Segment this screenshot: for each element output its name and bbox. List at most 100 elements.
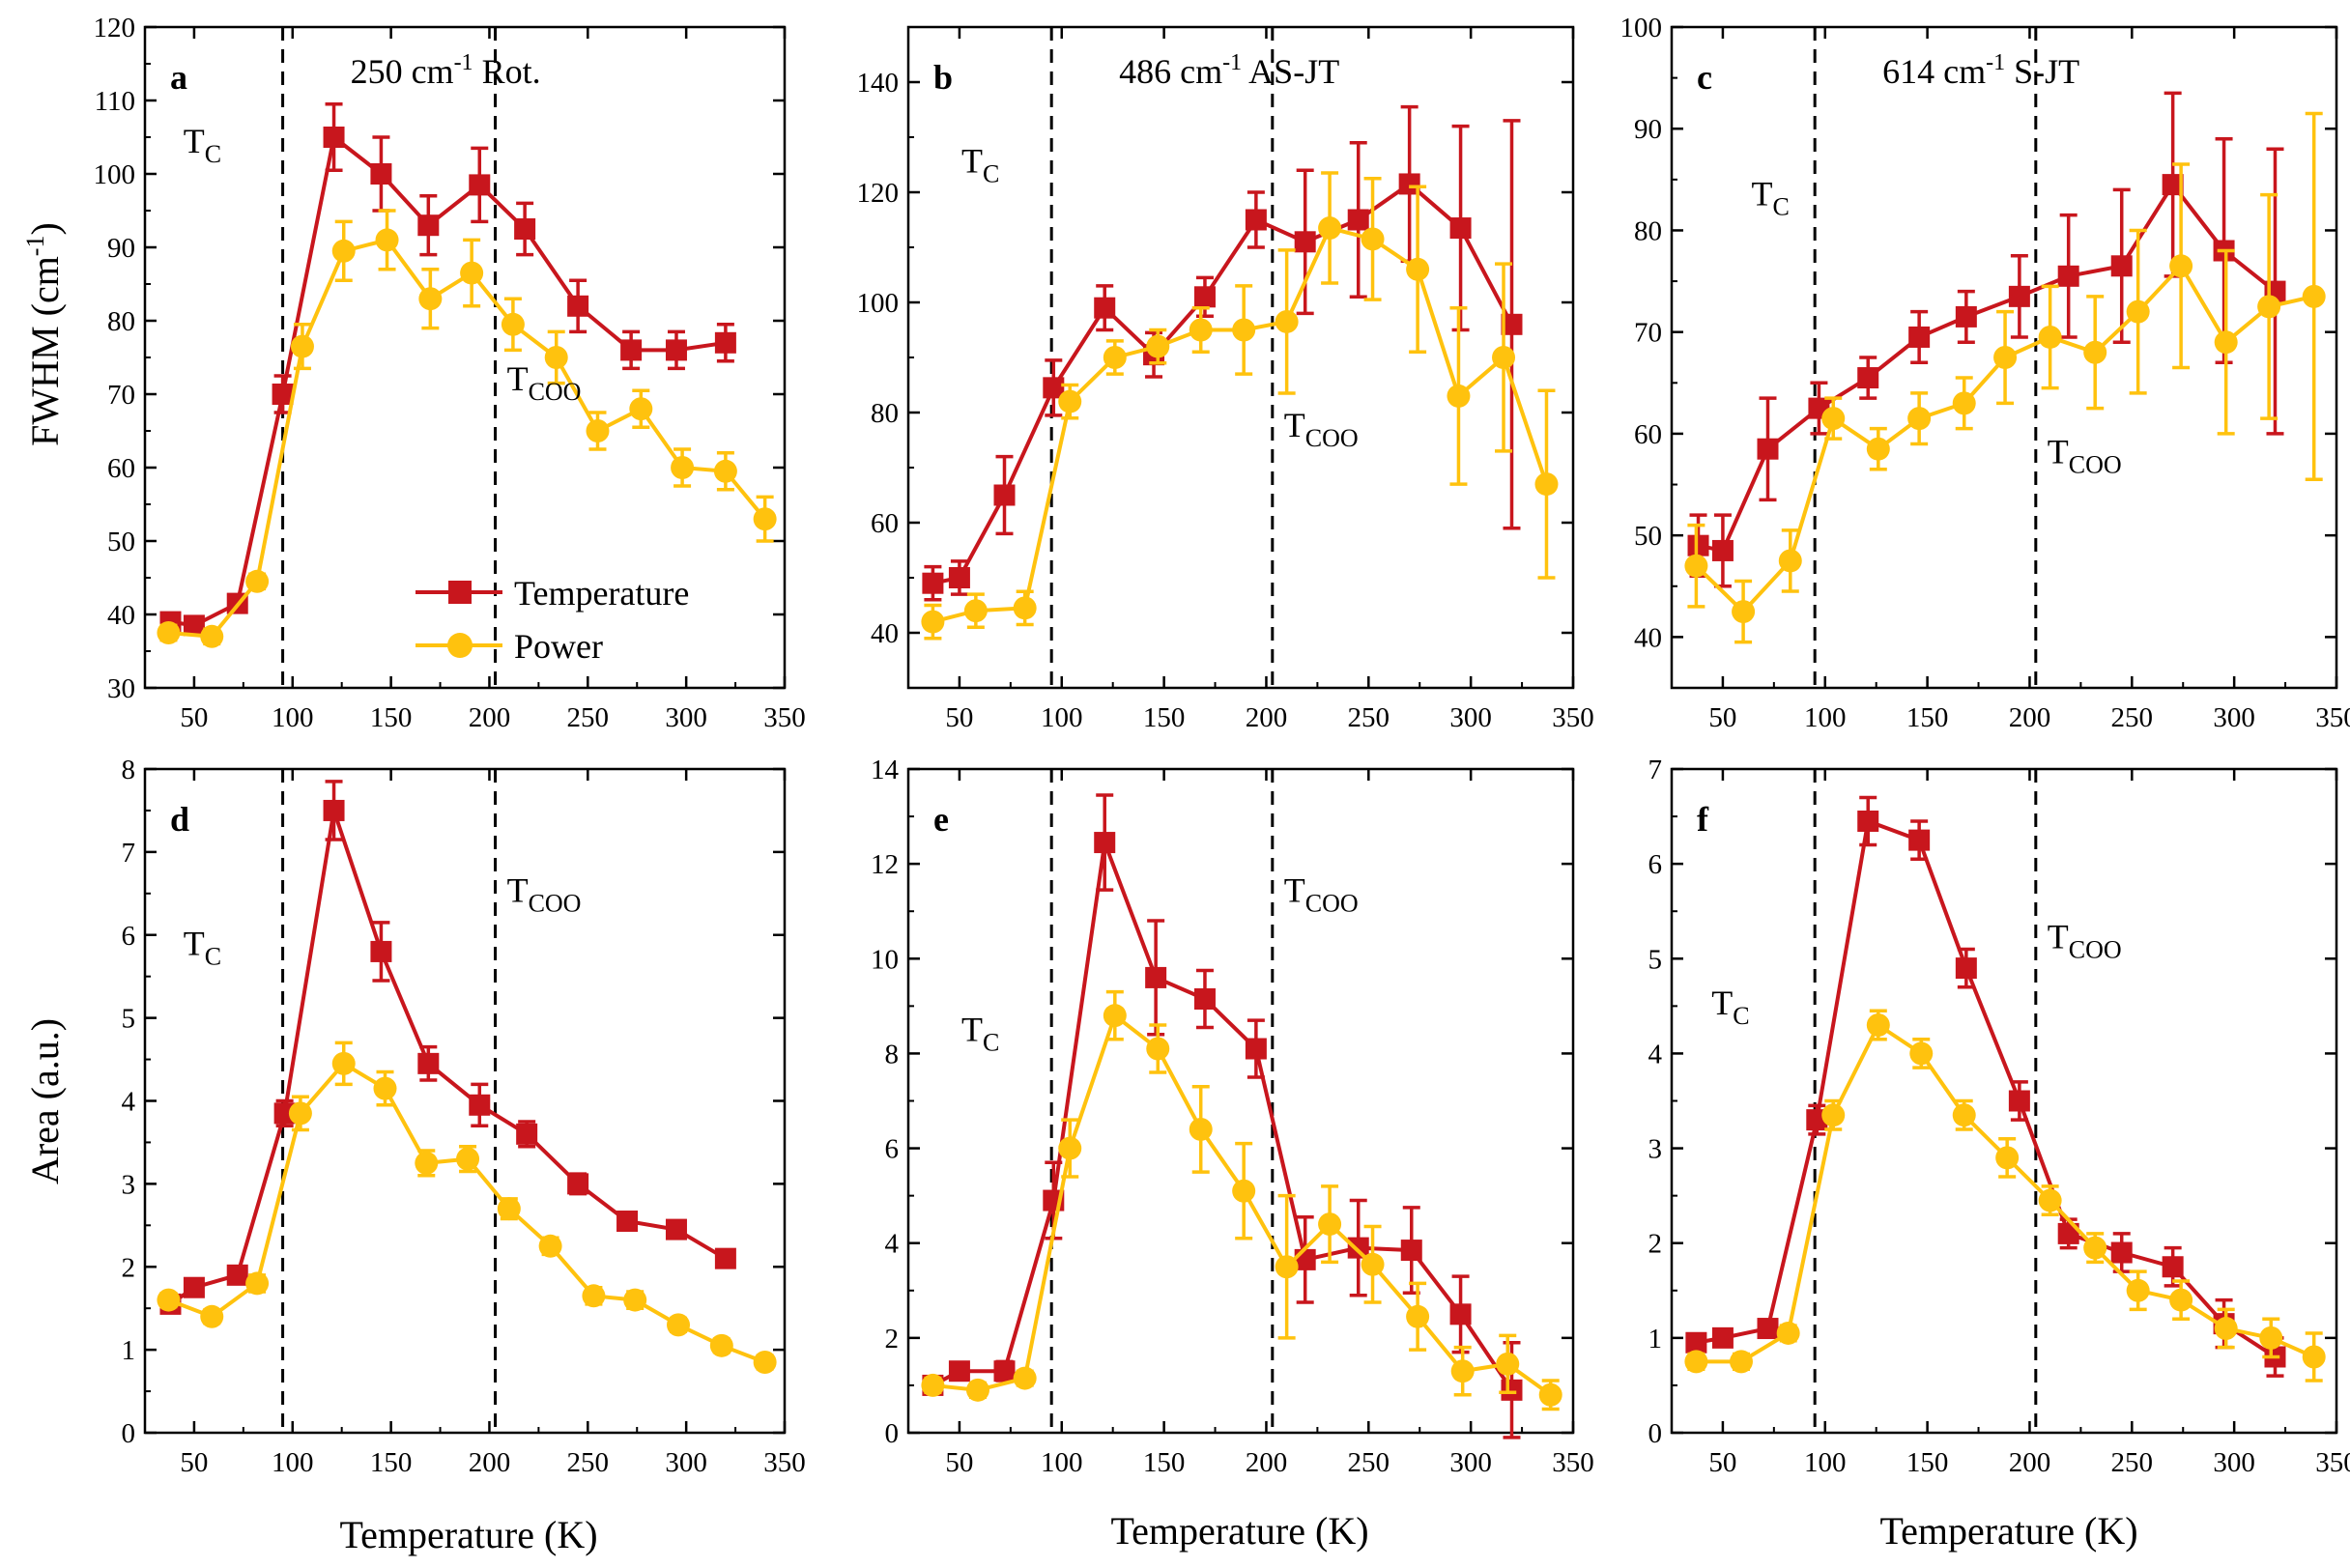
data-point-a-power-3 (290, 334, 314, 358)
data-point-f-power-2 (1776, 1321, 1800, 1345)
data-point-c-temperature-9 (2110, 255, 2133, 277)
y-tick-label-c-90: 90 (1634, 114, 1662, 145)
data-point-d-power-0 (157, 1288, 181, 1312)
data-point-e-power-0 (921, 1373, 945, 1397)
y-tick-label-f-0: 0 (1648, 1418, 1663, 1449)
x-tick-label-a-250: 250 (567, 702, 610, 733)
series-a-power (157, 209, 777, 648)
data-point-a-temperature-9 (567, 295, 589, 317)
data-point-b-power-0 (921, 610, 945, 634)
y-tick-label-e-8: 8 (885, 1039, 900, 1069)
data-point-a-temperature-3 (272, 384, 294, 405)
x-tick-label-a-50: 50 (180, 702, 208, 733)
plot-frame-c (1670, 25, 2338, 690)
data-point-b-temperature-12 (1501, 313, 1523, 335)
data-point-f-temperature-5 (1908, 829, 1931, 851)
data-point-e-power-7 (1232, 1179, 1256, 1203)
x-tick-label-e-200: 200 (1246, 1447, 1288, 1478)
data-point-a-power-14 (753, 507, 777, 531)
data-point-f-temperature-8 (2057, 1222, 2079, 1244)
data-point-b-temperature-3 (1043, 377, 1065, 399)
panel-letter-f: f (1697, 800, 1709, 839)
y-tick-label-d-1: 1 (122, 1335, 136, 1366)
y-tick-label-b-140: 140 (857, 68, 900, 99)
data-point-a-temperature-6 (417, 214, 440, 237)
data-point-b-temperature-11 (1449, 217, 1472, 240)
data-point-d-temperature-11 (665, 1218, 687, 1240)
tc-label-e: TC (961, 1011, 999, 1057)
data-point-f-power-12 (2214, 1317, 2238, 1341)
data-point-e-power-11 (1406, 1304, 1430, 1328)
panel-letter-d: d (170, 800, 189, 839)
data-point-e-temperature-5 (1145, 966, 1167, 988)
data-point-e-temperature-12 (1501, 1379, 1523, 1401)
y-tick-label-a-110: 110 (95, 86, 135, 117)
y-tick-label-a-30: 30 (107, 673, 135, 704)
series-e-power (921, 989, 1562, 1411)
y-tick-label-e-14: 14 (871, 755, 900, 785)
data-point-a-power-11 (629, 397, 653, 421)
y-tick-label-a-90: 90 (107, 233, 135, 264)
data-point-a-temperature-5 (370, 163, 392, 185)
data-point-f-temperature-1 (1711, 1326, 1734, 1349)
data-point-e-temperature-7 (1245, 1038, 1267, 1060)
data-point-d-power-14 (753, 1351, 777, 1375)
x-tick-label-e-300: 300 (1449, 1447, 1492, 1478)
data-point-f-power-10 (2126, 1278, 2150, 1302)
x-tick-label-d-300: 300 (665, 1447, 707, 1478)
x-tick-label-c-200: 200 (2009, 702, 2051, 733)
panel-d: 50 100 150 200 250 300 350 0 1 2 3 4 5 6 7 8 d TC TCOO (122, 755, 806, 1478)
data-point-d-power-1 (200, 1304, 224, 1328)
data-point-b-power-13 (1492, 346, 1516, 369)
data-point-b-power-14 (1534, 472, 1559, 497)
y-tick-label-c-60: 60 (1634, 419, 1662, 450)
series-f-power (1684, 1009, 2326, 1383)
data-point-f-power-4 (1866, 1012, 1890, 1037)
y-tick-label-a-60: 60 (107, 453, 135, 484)
panel-title-c: 614 cm-1 S-JT (1882, 50, 2079, 91)
x-tick-label-d-350: 350 (763, 1447, 806, 1478)
data-point-e-power-6 (1189, 1117, 1213, 1141)
data-point-f-power-9 (2083, 1236, 2107, 1260)
data-point-b-temperature-8 (1294, 231, 1316, 253)
data-point-b-power-10 (1361, 227, 1385, 251)
data-point-c-power-2 (1778, 549, 1802, 573)
data-point-e-power-2 (1013, 1366, 1037, 1390)
data-point-a-power-1 (200, 624, 224, 648)
series-line-e-1 (932, 1012, 1552, 1397)
y-tick-label-f-2: 2 (1648, 1229, 1663, 1260)
x-tick-label-d-200: 200 (469, 1447, 511, 1478)
data-point-b-temperature-1 (948, 567, 970, 588)
data-point-d-temperature-5 (370, 940, 392, 962)
data-point-a-power-8 (501, 312, 525, 336)
y-tick-label-e-4: 4 (885, 1229, 900, 1260)
y-tick-label-a-80: 80 (107, 306, 135, 337)
data-point-b-power-1 (963, 599, 988, 623)
x-tick-label-f-250: 250 (2111, 1447, 2154, 1478)
series-d-power (157, 1041, 777, 1375)
y-tick-label-c-80: 80 (1634, 215, 1662, 246)
y-tick-label-f-1: 1 (1648, 1324, 1663, 1354)
x-tick-label-c-100: 100 (1804, 702, 1847, 733)
x-tick-label-e-100: 100 (1041, 1447, 1083, 1478)
data-point-a-temperature-7 (469, 174, 491, 196)
data-point-c-power-11 (2169, 254, 2193, 278)
y-tick-label-d-8: 8 (122, 755, 136, 785)
data-point-b-power-4 (1103, 346, 1127, 369)
legend-marker-power (447, 633, 473, 658)
y-tick-label-b-100: 100 (857, 288, 900, 319)
x-tick-label-a-300: 300 (665, 702, 707, 733)
ylabel-top-close: ) (23, 222, 67, 235)
data-point-c-temperature-1 (1711, 539, 1734, 561)
x-tick-label-c-300: 300 (2213, 702, 2255, 733)
x-tick-label-f-150: 150 (1906, 1447, 1949, 1478)
panel-b: 50 100 150 200 250 300 350 40 60 80 100 120 140 b 486 … (857, 25, 1594, 733)
data-point-c-power-14 (2302, 284, 2326, 308)
data-point-f-temperature-10 (2162, 1256, 2184, 1278)
data-point-c-temperature-2 (1757, 438, 1779, 460)
data-point-f-temperature-9 (2110, 1241, 2133, 1264)
ylabel-top: FWHM (cm-1) (21, 222, 67, 446)
tcoo-label-e: TCOO (1284, 870, 1359, 917)
xlabel-f: Temperature (K) (1879, 1509, 2137, 1553)
y-tick-label-a-40: 40 (107, 600, 135, 631)
